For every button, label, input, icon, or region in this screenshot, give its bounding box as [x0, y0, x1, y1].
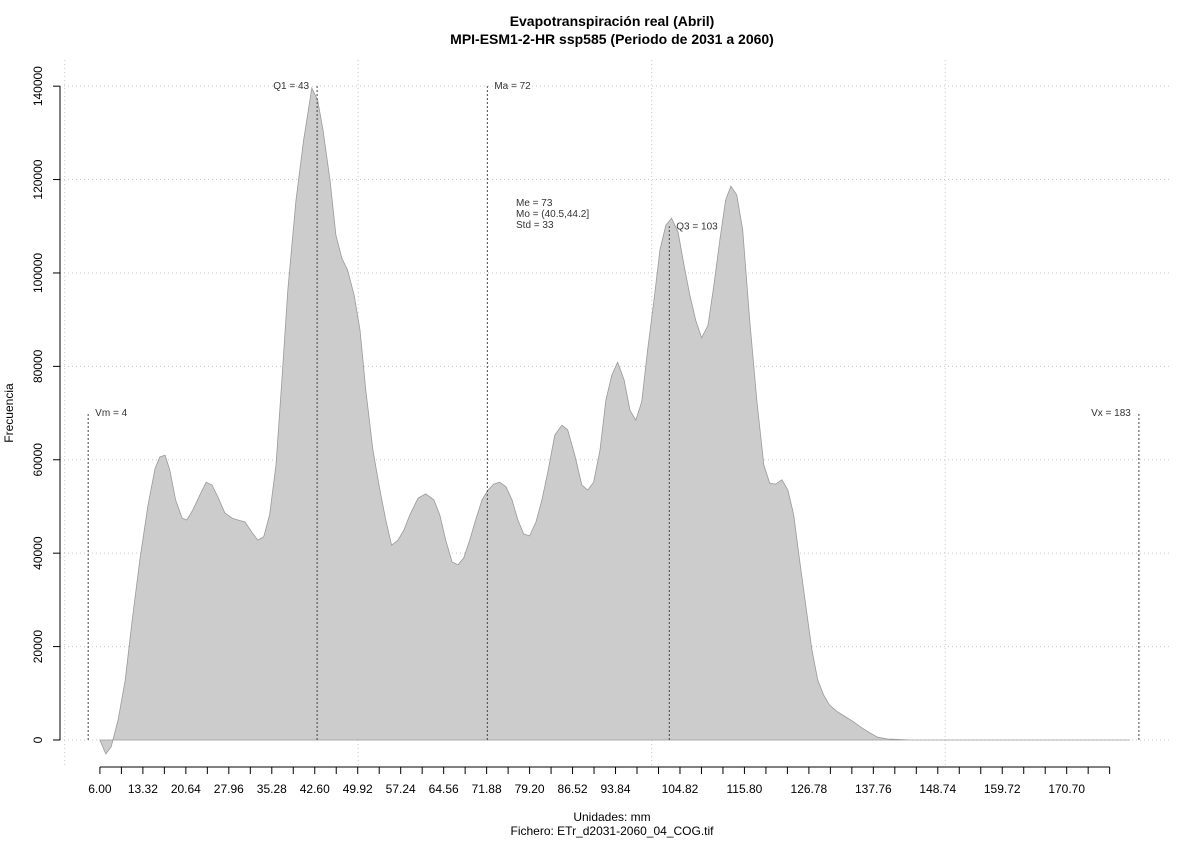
x-tick-label: 20.64	[171, 782, 201, 796]
stats-label: Me = 73	[516, 198, 553, 209]
annotation-label: Q1 = 43	[273, 81, 309, 92]
y-tick-label: 120000	[31, 159, 45, 199]
y-tick-label: 60000	[31, 443, 45, 477]
x-tick-label: 13.32	[128, 782, 158, 796]
y-tick-label: 40000	[31, 536, 45, 570]
x-tick-label: 170.70	[1048, 782, 1085, 796]
chart-subtitle: MPI-ESM1-2-HR ssp585 (Periodo de 2031 a …	[450, 31, 774, 47]
x-tick-label: 126.78	[791, 782, 828, 796]
stats-label: Std = 33	[516, 220, 554, 231]
y-tick-label: 80000	[31, 349, 45, 383]
y-tick-label: 0	[31, 736, 45, 743]
y-axis-label: Frecuencia	[2, 383, 16, 443]
x-tick-label: 104.82	[662, 782, 699, 796]
y-tick-label: 20000	[31, 630, 45, 664]
y-tick-label: 100000	[31, 253, 45, 293]
x-tick-label: 27.96	[214, 782, 244, 796]
annotation-label: Vx = 183	[1091, 408, 1131, 419]
x-tick-label: 57.24	[386, 782, 416, 796]
x-tick-label: 79.20	[515, 782, 545, 796]
x-tick-label: 71.88	[472, 782, 502, 796]
x-tick-label: 159.72	[984, 782, 1021, 796]
x-tick-label: 35.28	[257, 782, 287, 796]
x-tick-label: 6.00	[88, 782, 112, 796]
y-tick-label: 140000	[31, 66, 45, 106]
x-tick-label: 42.60	[300, 782, 330, 796]
chart-title: Evapotranspiración real (Abril)	[510, 13, 715, 29]
stats-label: Mo = (40.5,44.2]	[516, 209, 589, 220]
caption: Fichero: ETr_d2031-2060_04_COG.tif	[511, 824, 715, 838]
annotation-label: Vm = 4	[95, 408, 127, 419]
x-tick-label: 137.76	[855, 782, 892, 796]
x-tick-label: 115.80	[727, 782, 763, 796]
annotation-label: Q3 = 103	[676, 221, 718, 232]
x-tick-label: 86.52	[558, 782, 588, 796]
area	[99, 86, 1130, 755]
x-axis-label: Unidades: mm	[573, 810, 650, 824]
x-tick-label: 93.84	[601, 782, 631, 796]
x-tick-label: 49.92	[343, 782, 373, 796]
x-tick-label: 148.74	[919, 782, 956, 796]
x-tick-label: 64.56	[429, 782, 459, 796]
annotation-label: Ma = 72	[494, 81, 531, 92]
